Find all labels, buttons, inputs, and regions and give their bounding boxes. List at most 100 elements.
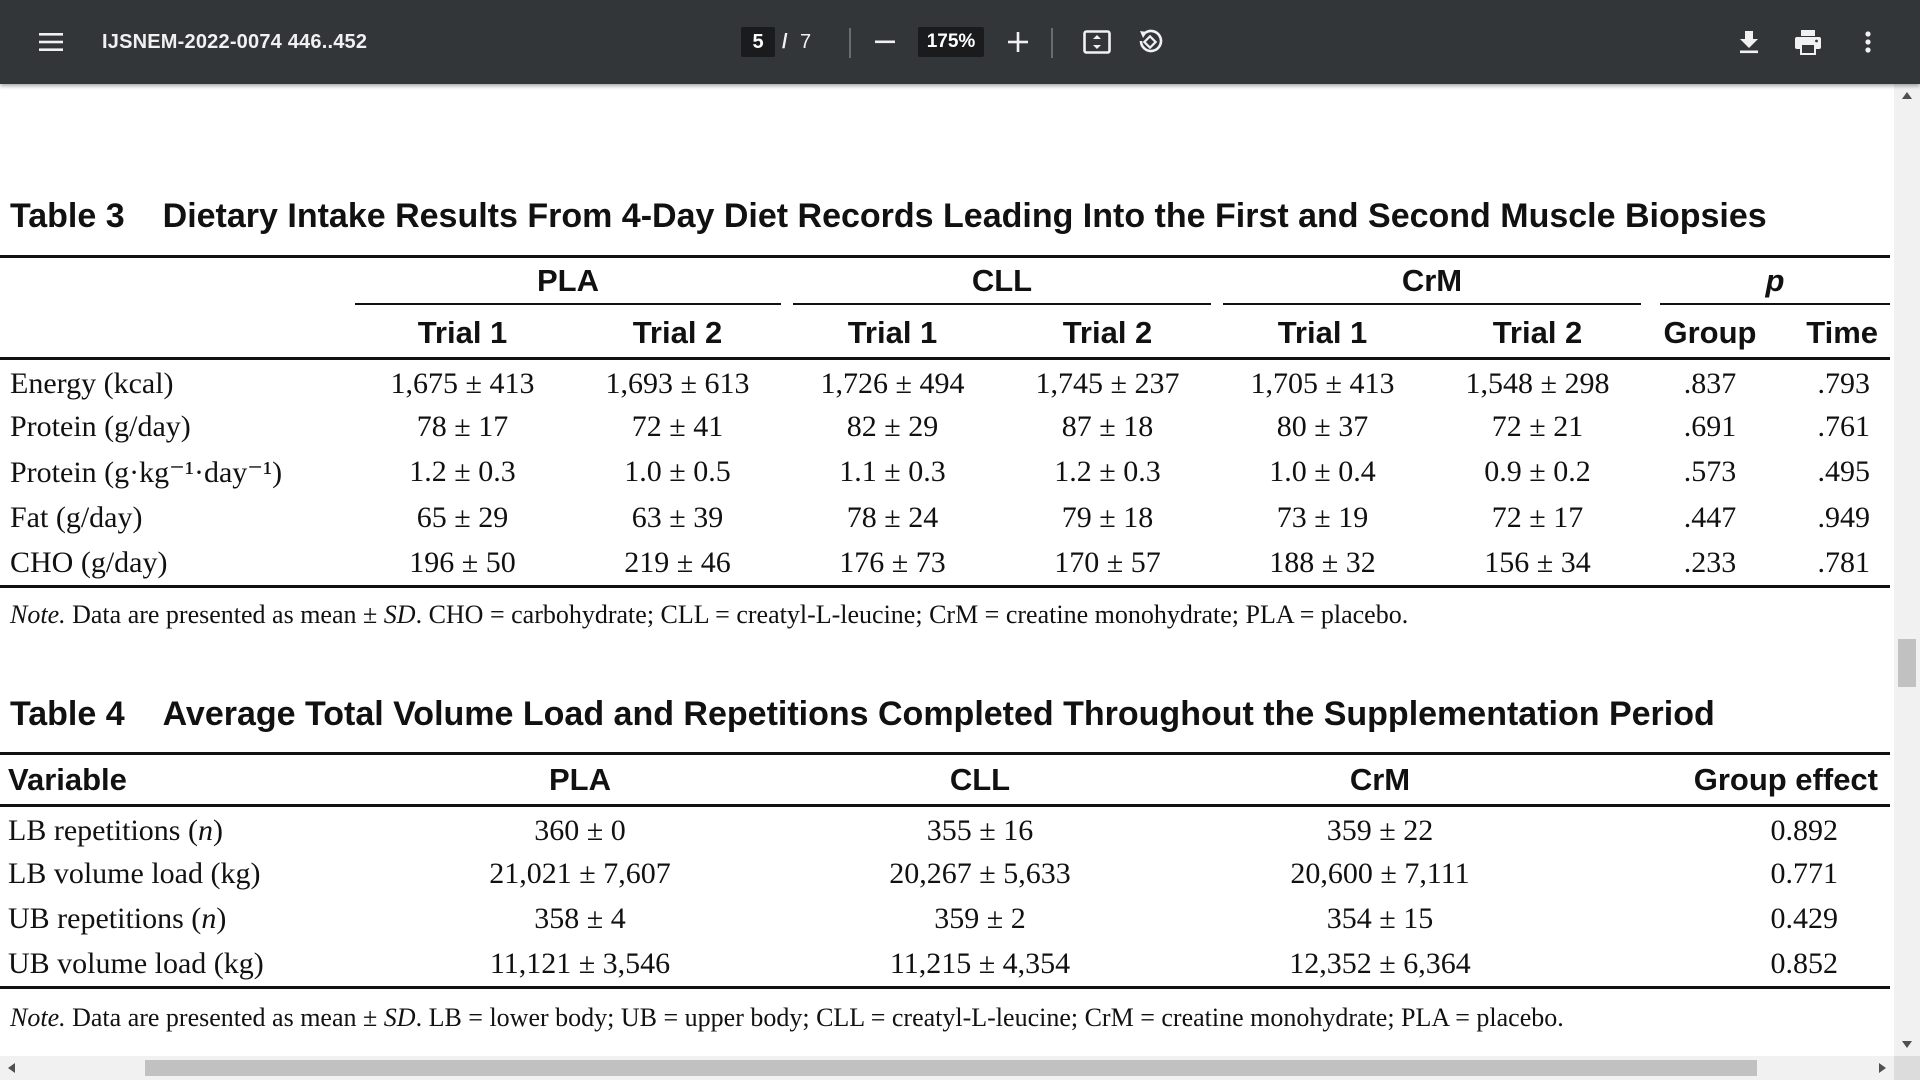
table-cell: 72 ± 17 — [1491, 501, 1584, 535]
table-cell: 78 ± 24 — [846, 501, 939, 535]
table-cell: 1.0 ± 0.5 — [624, 455, 731, 489]
pdf-page: Table 3 Dietary Intake Results From 4-Day… — [0, 84, 1894, 1056]
scroll-down-icon[interactable] — [1902, 1041, 1912, 1048]
table4-header: CrM — [1180, 753, 1580, 807]
row-label: Fat (g/day) — [10, 501, 143, 535]
table-cell: 63 ± 39 — [631, 501, 724, 535]
menu-icon[interactable] — [27, 18, 75, 66]
table-row: CHO (g/day) 196 ± 50 219 ± 46 176 ± 73 1… — [0, 541, 1890, 587]
table-cell: .761 — [1817, 409, 1871, 443]
row-label: UB volume load (kg) — [8, 947, 264, 980]
table-cell: 355 ± 16 — [926, 814, 1034, 847]
zoom-level-input[interactable]: 175% — [918, 27, 984, 57]
table4-header: CLL — [780, 753, 1180, 807]
table3-group-pla: PLA — [355, 257, 785, 309]
horizontal-scrollbar[interactable] — [0, 1056, 1894, 1080]
row-label: LB volume load (kg) — [8, 856, 261, 890]
table-row: UB volume load (kg) 11,121 ± 3,546 11,21… — [0, 942, 1890, 988]
rotate-icon[interactable] — [1126, 18, 1174, 66]
pdf-toolbar: IJSNEM-2022-0074 446..452 5 / 7 175% — [0, 0, 1920, 84]
table3-subheader: Trial 2 — [1000, 308, 1215, 360]
scroll-right-icon[interactable] — [1879, 1063, 1886, 1073]
table4-header: PLA — [380, 753, 780, 807]
page-separator: / — [782, 31, 788, 53]
table-cell: 360 ± 0 — [534, 814, 626, 847]
table4-number: Table 4 — [10, 695, 125, 733]
table-cell: 156 ± 34 — [1484, 545, 1591, 579]
table3: PLA CLL CrM p Trial 1 Trial 2 Trial 1 Tr… — [0, 255, 1890, 588]
table-cell: .573 — [1683, 455, 1737, 489]
vertical-scroll-thumb[interactable] — [1898, 639, 1916, 687]
table-cell: 188 ± 32 — [1269, 545, 1376, 579]
scroll-up-icon[interactable] — [1902, 92, 1912, 99]
table-cell: 72 ± 21 — [1491, 409, 1584, 443]
table-cell: 0.892 — [1770, 814, 1839, 847]
table-cell: 82 ± 29 — [846, 409, 939, 443]
table3-stub-header — [0, 257, 355, 309]
table-cell: 1,745 ± 237 — [1035, 367, 1180, 401]
table-row: Protein (g/day) 78 ± 17 72 ± 41 82 ± 29 … — [0, 404, 1890, 450]
table3-stub-subheader — [0, 308, 355, 360]
more-vert-icon[interactable] — [1844, 18, 1892, 66]
table-cell: 79 ± 18 — [1061, 501, 1154, 535]
table-cell: 1,675 ± 413 — [390, 367, 535, 401]
page-total: 7 — [800, 31, 812, 53]
table-cell: .233 — [1683, 545, 1737, 579]
table-cell: 170 ± 57 — [1054, 545, 1161, 579]
table-cell: .495 — [1817, 455, 1871, 489]
fit-page-icon[interactable] — [1073, 18, 1121, 66]
row-label: UB repetitions (n) — [8, 902, 227, 936]
table-cell: 1.0 ± 0.4 — [1269, 455, 1376, 489]
table-cell: 1,705 ± 413 — [1250, 367, 1395, 401]
table3-subheader: Trial 1 — [355, 308, 570, 360]
table-cell: 354 ± 15 — [1326, 902, 1434, 936]
table-cell: 12,352 ± 6,364 — [1289, 947, 1471, 980]
table-cell: 73 ± 19 — [1276, 501, 1369, 535]
table-cell: 11,121 ± 3,546 — [489, 947, 671, 980]
table-cell: 1.2 ± 0.3 — [1054, 455, 1161, 489]
print-icon[interactable] — [1784, 18, 1832, 66]
table-cell: 0.429 — [1770, 902, 1839, 936]
table-cell: 20,267 ± 5,633 — [889, 856, 1071, 890]
download-icon[interactable] — [1725, 18, 1773, 66]
table-cell: 78 ± 17 — [416, 409, 509, 443]
zoom-in-icon[interactable] — [994, 18, 1042, 66]
table3-subheader: Trial 1 — [785, 308, 1000, 360]
page-number-input[interactable]: 5 — [741, 27, 775, 57]
table4-caption: Table 4 Average Total Volume Load and Rep… — [10, 695, 1715, 734]
table4-header: Variable — [0, 753, 380, 807]
table-cell: 1.2 ± 0.3 — [409, 455, 516, 489]
table4-note: Note. Data are presented as mean ± SD. L… — [10, 1003, 1564, 1032]
vertical-scrollbar[interactable] — [1894, 84, 1920, 1056]
scrollbar-corner — [1894, 1056, 1920, 1080]
row-label: LB repetitions (n) — [8, 814, 223, 847]
table-cell: .949 — [1817, 501, 1871, 535]
zoom-out-icon[interactable] — [861, 18, 909, 66]
pdf-viewer[interactable]: Table 3 Dietary Intake Results From 4-Day… — [0, 84, 1894, 1056]
table-cell: 72 ± 41 — [631, 409, 724, 443]
table3-group-cll: CLL — [785, 257, 1215, 309]
table-cell: 65 ± 29 — [416, 501, 509, 535]
table3-subheader: Trial 2 — [1430, 308, 1645, 360]
table-cell: 20,600 ± 7,111 — [1290, 856, 1470, 890]
table-cell: 80 ± 37 — [1276, 409, 1369, 443]
table-row: LB volume load (kg) 21,021 ± 7,607 20,26… — [0, 851, 1890, 897]
table-cell: .793 — [1817, 367, 1871, 401]
table3-caption: Table 3 Dietary Intake Results From 4-Day… — [10, 197, 1767, 236]
horizontal-scroll-thumb[interactable] — [145, 1060, 1757, 1076]
scroll-left-icon[interactable] — [8, 1063, 15, 1073]
table-cell: 0.9 ± 0.2 — [1484, 455, 1591, 489]
table-row: UB repetitions (n) 358 ± 4 359 ± 2 354 ±… — [0, 897, 1890, 943]
row-label: CHO (g/day) — [10, 545, 168, 579]
table4-title: Average Total Volume Load and Repetition… — [162, 695, 1715, 733]
table3-subheader: Trial 2 — [570, 308, 785, 360]
toolbar-divider — [1051, 28, 1053, 58]
table3-number: Table 3 — [10, 197, 125, 235]
table-cell: .691 — [1683, 409, 1737, 443]
table-cell: 1,726 ± 494 — [820, 367, 965, 401]
table-cell: .837 — [1683, 367, 1737, 401]
table-cell: 11,215 ± 4,354 — [889, 947, 1071, 980]
table3-subheader: Trial 1 — [1215, 308, 1430, 360]
table-cell: 219 ± 46 — [624, 545, 731, 579]
table-cell: 0.771 — [1770, 856, 1839, 890]
